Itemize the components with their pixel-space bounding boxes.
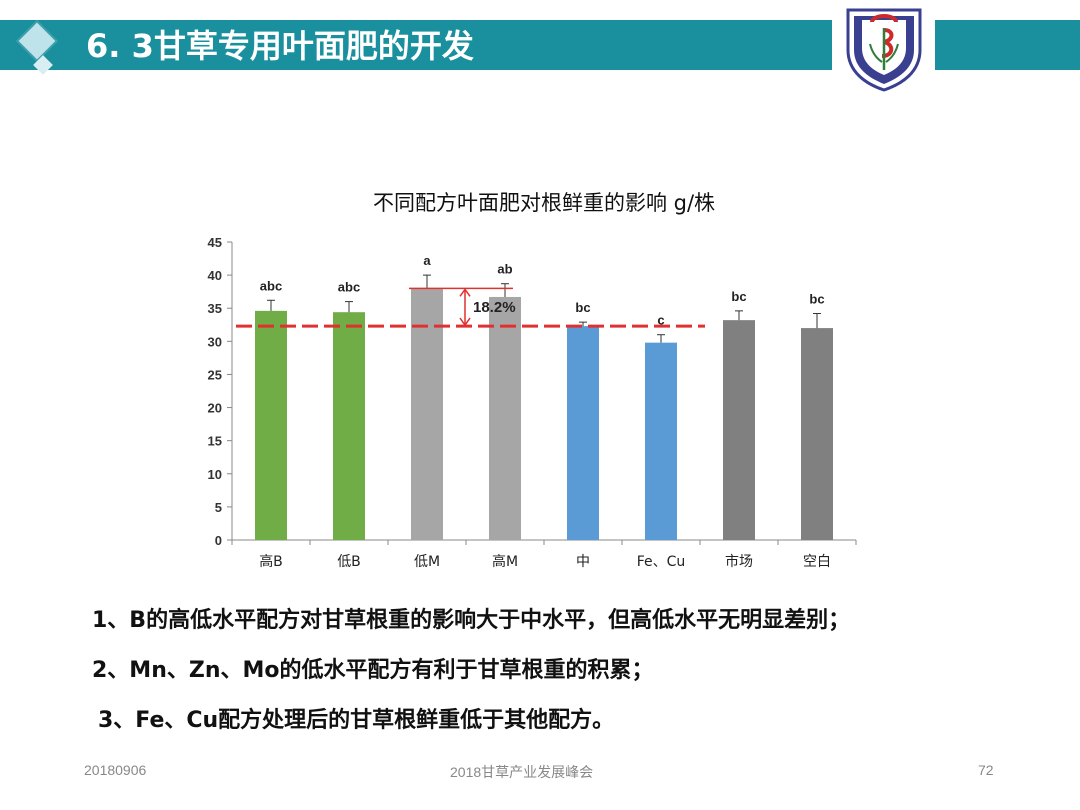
y-tick-label: 40: [208, 268, 222, 283]
bar-chart: 不同配方叶面肥对根鲜重的影响 g/株 051015202530354045abc…: [208, 191, 857, 570]
header-bar-right: [935, 20, 1080, 70]
annotation-label: 18.2%: [473, 299, 516, 316]
annotation-arrow-up: [459, 288, 471, 297]
category-label: 高M: [492, 553, 518, 570]
category-label: 低M: [414, 554, 440, 570]
category-label: 中: [576, 554, 590, 570]
header-bar: [0, 20, 832, 70]
y-tick-label: 35: [208, 301, 222, 316]
footer-event: 2018甘草产业发展峰会: [450, 764, 594, 780]
category-label: 高B: [259, 553, 283, 570]
bar: [333, 312, 365, 540]
bar: [411, 288, 443, 540]
university-shield-logo: [846, 8, 922, 92]
bar: [567, 326, 599, 540]
bar: [489, 296, 521, 540]
annotation-arrow-down: [459, 317, 471, 327]
footer-page-number: 72: [978, 762, 994, 778]
significance-label: bc: [731, 289, 746, 304]
bar: [723, 320, 755, 540]
y-tick-label: 0: [215, 533, 222, 548]
footer-date: 20180906: [84, 762, 147, 778]
slide-title: 6. 3甘草专用叶面肥的开发: [86, 27, 474, 65]
significance-label: a: [423, 253, 431, 268]
significance-label: abc: [260, 278, 282, 293]
significance-label: c: [657, 313, 664, 328]
y-tick-label: 30: [208, 334, 222, 349]
y-tick-label: 5: [215, 500, 222, 515]
bar: [645, 342, 677, 540]
y-tick-label: 45: [208, 235, 222, 250]
significance-label: ab: [497, 262, 512, 277]
y-tick-label: 25: [208, 367, 222, 382]
category-label: 市场: [725, 553, 753, 570]
y-tick-label: 20: [208, 401, 222, 416]
significance-label: abc: [338, 280, 360, 295]
y-tick-label: 10: [208, 467, 222, 482]
note-item: 2、Mn、Zn、Mo的低水平配方有利于甘草根重的积累；: [92, 658, 654, 683]
note-item: 1、B的高低水平配方对甘草根重的影响大于中水平，但高低水平无明显差别；: [92, 608, 851, 633]
category-label: Fe、Cu: [637, 554, 686, 570]
notes-list: 1、B的高低水平配方对甘草根重的影响大于中水平，但高低水平无明显差别； 2、Mn…: [92, 598, 1052, 748]
category-label: 空白: [803, 554, 831, 570]
category-label: 低B: [337, 554, 361, 570]
bar: [801, 328, 833, 540]
significance-label: bc: [809, 292, 824, 307]
significance-label: bc: [575, 300, 590, 315]
note-item: 3、Fe、Cu配方处理后的甘草根鲜重低于其他配方。: [98, 708, 615, 733]
chart-title: 不同配方叶面肥对根鲜重的影响 g/株: [373, 191, 715, 215]
bar: [255, 310, 287, 540]
y-tick-label: 15: [208, 434, 222, 449]
